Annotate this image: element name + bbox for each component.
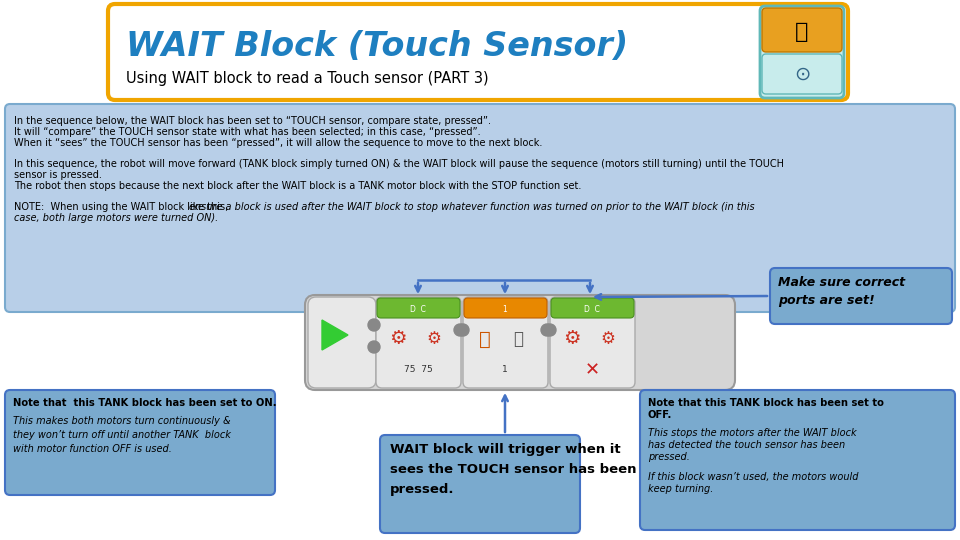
Text: OFF.: OFF. [648,410,672,420]
Text: pressed.: pressed. [390,483,454,496]
FancyBboxPatch shape [762,8,842,52]
Text: Note that  this TANK block has been set to ON.: Note that this TANK block has been set t… [13,398,276,408]
Circle shape [541,324,553,336]
Text: ⌛: ⌛ [479,329,491,348]
Text: This makes both motors turn continuously &
they won’t turn off until another TAN: This makes both motors turn continuously… [13,416,230,454]
Text: ✕: ✕ [585,361,600,379]
FancyBboxPatch shape [380,435,580,533]
FancyBboxPatch shape [108,4,848,100]
Text: WAIT Block (Touch Sensor): WAIT Block (Touch Sensor) [126,30,628,63]
Text: If this block wasn’t used, the motors would: If this block wasn’t used, the motors wo… [648,472,858,482]
Circle shape [457,324,469,336]
FancyBboxPatch shape [305,295,735,390]
Text: In the sequence below, the WAIT block has been set to “TOUCH sensor, compare sta: In the sequence below, the WAIT block ha… [14,116,491,126]
Text: D  C: D C [584,305,600,314]
Text: keep turning.: keep turning. [648,484,713,494]
FancyBboxPatch shape [463,297,548,388]
Text: sensor is pressed.: sensor is pressed. [14,170,102,180]
Polygon shape [322,320,348,350]
Circle shape [454,324,466,336]
Text: In this sequence, the robot will move forward (TANK block simply turned ON) & th: In this sequence, the robot will move fo… [14,159,784,169]
FancyBboxPatch shape [760,6,844,98]
Circle shape [368,341,380,353]
Text: The robot then stops because the next block after the WAIT block is a TANK motor: The robot then stops because the next bl… [14,181,582,191]
Text: This stops the motors after the WAIT block: This stops the motors after the WAIT blo… [648,428,856,438]
Text: D  C: D C [410,305,426,314]
Text: 1: 1 [502,366,508,375]
Text: WAIT block will trigger when it: WAIT block will trigger when it [390,443,620,456]
Circle shape [368,319,380,331]
Text: has detected the touch sensor has been: has detected the touch sensor has been [648,440,845,450]
Text: ⚙: ⚙ [564,329,581,348]
FancyBboxPatch shape [551,298,634,318]
FancyBboxPatch shape [5,390,275,495]
Text: ensure a block is used after the WAIT block to stop whatever function was turned: ensure a block is used after the WAIT bl… [189,202,755,212]
Text: case, both large motors were turned ON).: case, both large motors were turned ON). [14,213,218,223]
Text: 1: 1 [503,305,508,314]
Text: It will “compare” the TOUCH sensor state with what has been selected; in this ca: It will “compare” the TOUCH sensor state… [14,127,481,137]
Text: NOTE:  When using the WAIT block like this,: NOTE: When using the WAIT block like thi… [14,202,231,212]
FancyBboxPatch shape [770,268,952,324]
Text: ⚙: ⚙ [601,330,615,348]
Text: Note that this TANK block has been set to: Note that this TANK block has been set t… [648,398,884,408]
Text: ⚙: ⚙ [426,330,442,348]
FancyBboxPatch shape [550,297,635,388]
FancyBboxPatch shape [377,298,460,318]
Text: ⊙: ⊙ [794,64,810,84]
Text: pressed.: pressed. [648,452,690,462]
Text: Using WAIT block to read a Touch sensor (PART 3): Using WAIT block to read a Touch sensor … [126,71,489,85]
FancyBboxPatch shape [762,54,842,94]
Text: 75  75: 75 75 [403,366,432,375]
FancyBboxPatch shape [376,297,461,388]
FancyBboxPatch shape [640,390,955,530]
FancyBboxPatch shape [5,104,955,312]
FancyBboxPatch shape [308,297,376,388]
Circle shape [544,324,556,336]
FancyBboxPatch shape [464,298,547,318]
Text: ⏸: ⏸ [513,330,523,348]
Text: ⚙: ⚙ [389,329,407,348]
Text: ⌛: ⌛ [795,22,808,42]
Text: When it “sees” the TOUCH sensor has been “pressed”, it will allow the sequence t: When it “sees” the TOUCH sensor has been… [14,138,542,148]
Text: sees the TOUCH sensor has been: sees the TOUCH sensor has been [390,463,636,476]
Text: Make sure correct
ports are set!: Make sure correct ports are set! [778,276,905,307]
